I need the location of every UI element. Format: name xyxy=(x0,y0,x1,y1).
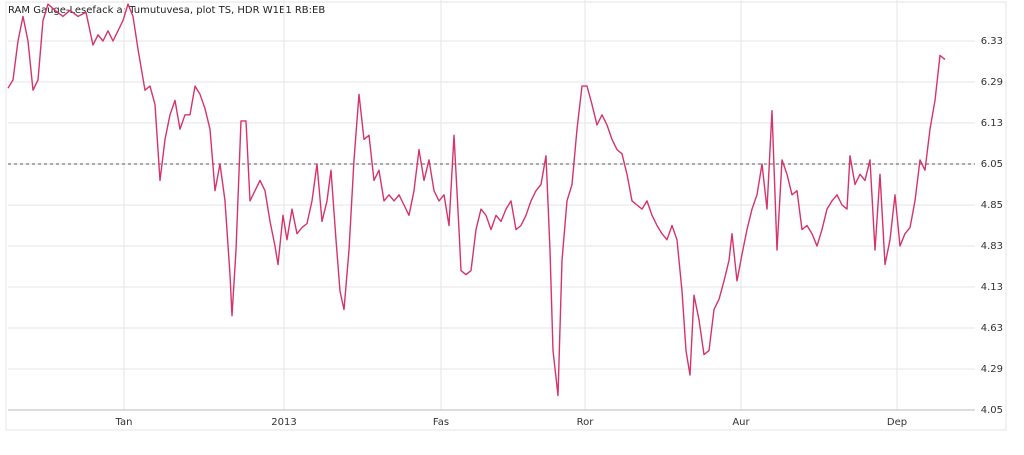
x-tick-label: Ror xyxy=(577,417,595,428)
frame xyxy=(5,1,1007,431)
x-tick-label: Fas xyxy=(433,417,449,428)
y-tick-label: 6.33 xyxy=(981,36,1003,47)
x-tick-label: 2013 xyxy=(271,417,296,428)
data-line xyxy=(7,3,946,397)
y-tick-label: 4.29 xyxy=(981,364,1003,375)
y-tick-label: 6.13 xyxy=(981,118,1003,129)
x-tick-label: Aur xyxy=(732,417,750,428)
chart-title: RAM Gauge-Lesefack a: Tumutuvesa, plot T… xyxy=(8,5,325,16)
x-tick-label: Tan xyxy=(115,417,133,428)
y-tick-label: 4.13 xyxy=(981,282,1003,293)
y-tick-label: 4.05 xyxy=(981,405,1003,416)
y-tick-label: 4.63 xyxy=(981,323,1003,334)
y-tick-label: 6.29 xyxy=(981,77,1003,88)
x-tick-label: Dep xyxy=(887,417,907,428)
y-tick-label: 4.85 xyxy=(981,200,1003,211)
y-tick-label: 6.05 xyxy=(981,159,1003,170)
y-tick-label: 4.83 xyxy=(981,241,1003,252)
